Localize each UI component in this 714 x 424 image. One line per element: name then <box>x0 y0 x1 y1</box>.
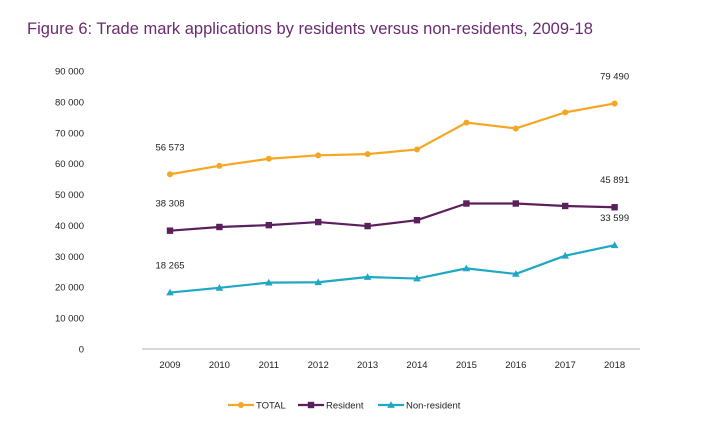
data-point-resident <box>611 204 618 211</box>
data-point-non-resident <box>561 251 569 259</box>
data-point-non-resident <box>610 241 619 249</box>
data-point-total <box>265 155 272 162</box>
chart-title: Figure 6: Trade mark applications by res… <box>27 20 593 38</box>
data-point-resident <box>166 227 174 234</box>
y-tick-label: 30 000 <box>55 252 84 263</box>
y-tick-label: 70 000 <box>55 128 84 139</box>
data-point-non-resident <box>265 278 273 286</box>
data-point-total <box>364 151 371 158</box>
data-point-total <box>167 171 173 178</box>
series-line-non-resident <box>169 244 615 294</box>
x-tick-label: 2010 <box>209 360 230 371</box>
legend-label: Resident <box>326 401 364 412</box>
data-label-non-resident: 33 599 <box>600 213 629 224</box>
y-tick-label: 50 000 <box>55 190 84 201</box>
data-point-resident <box>413 216 421 224</box>
data-point-resident <box>364 222 371 230</box>
y-tick-label: 90 000 <box>55 67 84 78</box>
legend-item-non-resident: Non-resident <box>378 401 461 412</box>
data-point-non-resident <box>314 278 322 286</box>
series-total <box>167 100 618 178</box>
data-point-total <box>611 100 618 107</box>
x-tick-label: 2013 <box>357 360 378 371</box>
chart-data-labels: 56 573 79 490 38 308 45 891 18 265 33 599 <box>155 71 629 271</box>
y-tick-label: 80 000 <box>55 97 84 108</box>
data-point-resident <box>315 218 322 226</box>
series-resident <box>166 200 618 234</box>
chart-legend: TOTAL Resident Non-resident <box>228 401 461 412</box>
data-label-resident: 45 891 <box>600 175 629 186</box>
data-point-resident <box>265 221 272 229</box>
chart-axes: 0 10 000 20 000 30 000 40 000 50 000 60 000 70 … <box>55 67 640 371</box>
legend-item-total: TOTAL <box>228 401 286 412</box>
x-tick-label: 2016 <box>505 360 526 371</box>
series-line-resident <box>169 202 615 232</box>
series-line-total <box>169 102 615 176</box>
legend-label: TOTAL <box>256 401 286 412</box>
data-point-non-resident <box>512 270 520 277</box>
series-non-resident <box>166 241 619 296</box>
data-point-non-resident <box>413 274 421 282</box>
x-tick-label: 2012 <box>308 360 329 371</box>
x-tick-label: 2017 <box>555 360 576 371</box>
x-tick-label: 2018 <box>604 360 625 371</box>
data-point-non-resident <box>363 273 372 280</box>
legend-item-resident: Resident <box>298 401 364 412</box>
data-point-resident <box>512 200 519 207</box>
legend-marker <box>238 402 244 408</box>
y-tick-label: 60 000 <box>55 159 84 170</box>
legend-marker <box>387 401 395 408</box>
data-point-resident <box>463 200 470 207</box>
data-point-total <box>562 109 569 116</box>
data-point-non-resident <box>462 264 471 272</box>
data-point-total <box>414 146 420 153</box>
y-tick-label: 20 000 <box>55 283 84 294</box>
legend-label: Non-resident <box>406 401 461 412</box>
data-point-non-resident <box>215 284 224 291</box>
data-point-total <box>463 119 470 126</box>
data-point-total <box>315 152 322 159</box>
data-point-total <box>216 162 223 169</box>
data-point-resident <box>216 223 223 231</box>
data-label-total: 79 490 <box>600 71 629 82</box>
y-tick-label: 0 <box>79 345 84 356</box>
data-point-resident <box>562 202 569 210</box>
x-tick-label: 2009 <box>159 360 180 371</box>
data-point-non-resident <box>166 288 174 296</box>
data-point-total <box>512 125 519 132</box>
data-label-resident: 38 308 <box>155 199 184 210</box>
data-label-non-resident: 18 265 <box>155 261 184 272</box>
y-tick-label: 40 000 <box>55 221 84 232</box>
chart-series <box>166 100 619 296</box>
y-tick-label: 10 000 <box>55 314 84 325</box>
x-tick-label: 2014 <box>406 360 427 371</box>
x-tick-label: 2011 <box>259 360 279 371</box>
data-label-total: 56 573 <box>155 142 184 153</box>
legend-marker <box>307 401 315 409</box>
x-tick-label: 2015 <box>456 360 477 371</box>
